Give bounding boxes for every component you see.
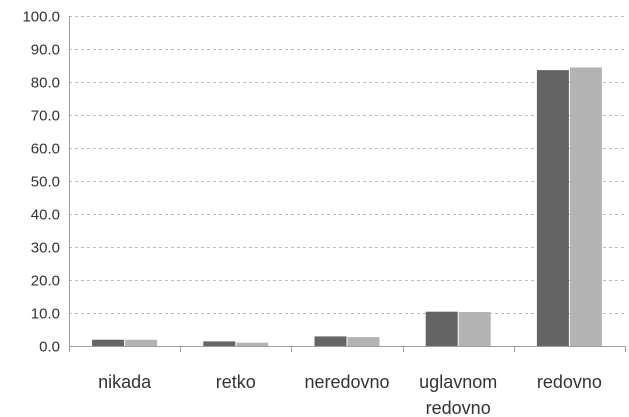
bar-series-1 — [92, 339, 125, 346]
bar-series-2 — [125, 339, 158, 346]
y-tick-label: 80.0 — [31, 75, 60, 92]
y-tick-label: 30.0 — [31, 240, 60, 257]
bar-series-2 — [569, 67, 602, 346]
bar-series-1 — [536, 70, 569, 347]
x-tick-label: uglavnom redovno — [419, 372, 497, 417]
x-tick-label: retko — [216, 372, 256, 392]
y-tick-label: 10.0 — [31, 306, 60, 323]
bar-series-2 — [236, 342, 269, 346]
y-tick-label: 70.0 — [31, 108, 60, 125]
bar-series-1 — [425, 311, 458, 346]
x-axis-tick-labels: nikada retko neredovno uglavnom redovno redov… — [98, 372, 602, 417]
bar-series-2 — [458, 312, 491, 346]
bar-series-1 — [314, 336, 347, 346]
y-axis-tick-labels: 0.0 10.0 20.0 30.0 40.0 50.0 60.0 70.0 80.0 90.0 1… — [22, 9, 60, 356]
x-tick-label: neredovno — [304, 372, 389, 392]
axes — [69, 16, 626, 352]
bars — [92, 67, 602, 347]
x-tick-label: nikada — [98, 372, 152, 392]
y-tick-label: 50.0 — [31, 174, 60, 191]
y-tick-label: 0.0 — [39, 339, 60, 356]
y-tick-label: 20.0 — [31, 273, 60, 290]
grid-lines — [69, 16, 625, 314]
bar-series-2 — [347, 337, 380, 346]
y-tick-label: 40.0 — [31, 207, 60, 224]
y-tick-label: 90.0 — [31, 42, 60, 59]
x-tick-label: redovno — [537, 372, 602, 392]
y-tick-label: 100.0 — [22, 9, 60, 26]
bar-series-1 — [203, 341, 236, 346]
y-tick-label: 60.0 — [31, 141, 60, 158]
